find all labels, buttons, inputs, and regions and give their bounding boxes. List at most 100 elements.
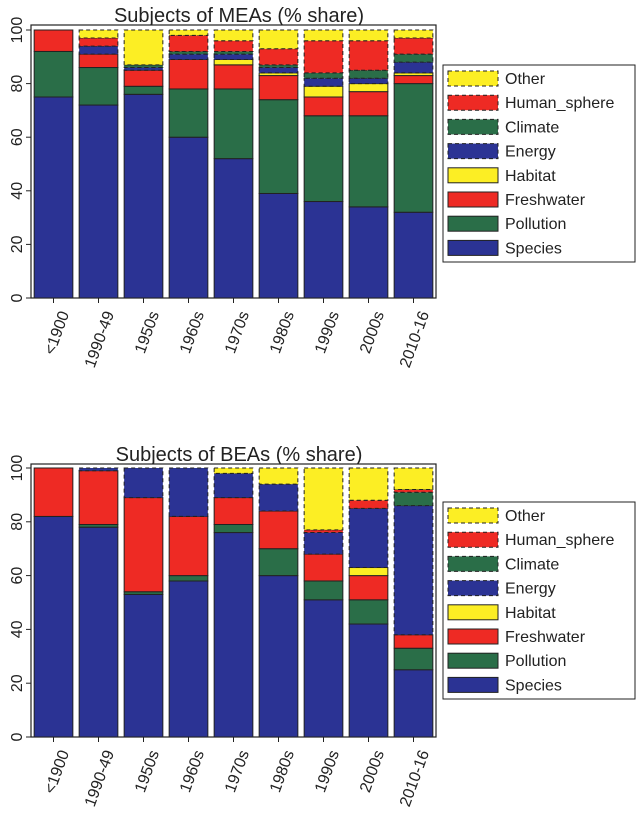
bar-segment-other bbox=[258, 467, 299, 485]
legend-label: Freshwater bbox=[505, 192, 586, 209]
x-tick-label: 1990s bbox=[312, 748, 343, 795]
bar-segment-species bbox=[168, 136, 209, 299]
bar-segment-pollution bbox=[123, 85, 164, 95]
x-tick-label: 1970s bbox=[222, 309, 253, 356]
bar-segment-human-sphere bbox=[393, 37, 434, 55]
bar-segment-other bbox=[78, 29, 119, 39]
bar-segment-freshwater bbox=[78, 470, 119, 525]
x-tick-label: 1950s bbox=[132, 309, 163, 356]
bar-segment-pollution bbox=[393, 647, 434, 671]
bar-segment-pollution bbox=[393, 83, 434, 213]
bar-segment-pollution bbox=[213, 523, 254, 534]
bar-segment-species bbox=[213, 532, 254, 738]
bar-segment-other bbox=[348, 29, 389, 42]
bar-segment-other bbox=[393, 467, 434, 491]
bar-segment-other bbox=[123, 29, 164, 66]
bar-segment-freshwater bbox=[258, 510, 299, 550]
bar-segment-species bbox=[78, 104, 119, 299]
bar-segment-energy bbox=[213, 53, 254, 60]
legend-label: Species bbox=[505, 240, 562, 257]
legend-swatch-habitat bbox=[447, 604, 499, 621]
bar-segment-pollution bbox=[258, 548, 299, 577]
bar-segment-energy bbox=[123, 67, 164, 71]
bar-segment-freshwater bbox=[78, 53, 119, 69]
x-tick-label: 1980s bbox=[267, 309, 298, 356]
bar-segment-freshwater bbox=[33, 29, 74, 52]
y-tick-label: 20 bbox=[9, 674, 26, 692]
legend-swatch-other bbox=[447, 507, 499, 524]
bar-segment-habitat bbox=[213, 58, 254, 66]
bar-segment-human-sphere bbox=[168, 34, 209, 52]
bar-segment-pollution bbox=[303, 580, 344, 601]
bar-segment-human-sphere bbox=[393, 489, 434, 493]
bar-segment-climate bbox=[168, 50, 209, 55]
bar-segment-pollution bbox=[168, 575, 209, 582]
legend-label: Human_sphere bbox=[505, 95, 615, 112]
bar-segment-freshwater bbox=[303, 96, 344, 117]
x-tick-label: <1900 bbox=[42, 748, 73, 796]
legend-swatch-energy bbox=[447, 580, 499, 597]
bar-segment-human-sphere bbox=[303, 529, 344, 534]
bar-segment-freshwater bbox=[348, 91, 389, 117]
bar-segment-habitat bbox=[393, 72, 434, 77]
legend-swatch-species bbox=[447, 676, 499, 693]
bar-segment-pollution bbox=[348, 115, 389, 208]
bar-segment-energy bbox=[123, 467, 164, 499]
legend-label: Climate bbox=[505, 556, 559, 573]
bar-segment-pollution bbox=[348, 599, 389, 625]
legend-label: Other bbox=[505, 508, 546, 525]
bar-segment-species bbox=[213, 158, 254, 299]
legend-label: Habitat bbox=[505, 168, 556, 185]
y-tick-label: 60 bbox=[9, 128, 26, 146]
bar-segment-climate bbox=[393, 53, 434, 63]
bar-segment-energy bbox=[393, 505, 434, 636]
bar-segment-energy bbox=[348, 77, 389, 85]
bar-segment-climate bbox=[123, 64, 164, 69]
mea-chart: Subjects of MEAs (% share) 0 20 40 60 80 100 <1… bbox=[9, 5, 636, 370]
bar-segment-species bbox=[33, 515, 74, 738]
bar-segment-freshwater bbox=[33, 467, 74, 517]
bar-segment-species bbox=[258, 575, 299, 738]
bar-segment-freshwater bbox=[123, 69, 164, 87]
bar-segment-energy bbox=[258, 67, 299, 74]
y-tick-label: 100 bbox=[9, 455, 26, 482]
bar-segment-energy bbox=[303, 77, 344, 87]
chart-title: Subjects of BEAs (% share) bbox=[116, 444, 363, 466]
bar-segment-climate bbox=[303, 72, 344, 79]
bar-segment-species bbox=[123, 93, 164, 299]
x-tick-label: 1980s bbox=[267, 748, 298, 795]
y-tick-label: 0 bbox=[9, 293, 26, 302]
legend-swatch-species bbox=[447, 239, 499, 256]
x-tick-label: 2010-16 bbox=[397, 309, 433, 370]
bar-segment-pollution bbox=[213, 88, 254, 160]
y-tick-label: 20 bbox=[9, 235, 26, 253]
bar-segment-species bbox=[303, 599, 344, 738]
legend-swatch-climate bbox=[447, 118, 499, 135]
y-tick-label: 80 bbox=[9, 513, 26, 531]
y-tick-label: 40 bbox=[9, 182, 26, 200]
y-tick-label: 60 bbox=[9, 567, 26, 585]
bar-segment-species bbox=[33, 96, 74, 299]
bar-segment-species bbox=[393, 669, 434, 738]
legend-swatch-pollution bbox=[447, 215, 499, 232]
bar-segment-energy bbox=[258, 483, 299, 512]
legend-swatch-freshwater bbox=[447, 191, 499, 208]
legend-label: Energy bbox=[505, 144, 556, 161]
bar-segment-energy bbox=[393, 61, 434, 74]
bar-segment-energy bbox=[78, 45, 119, 55]
bar-segment-human-sphere bbox=[348, 499, 389, 509]
bar-segment-energy bbox=[168, 467, 209, 517]
bar-segment-species bbox=[348, 623, 389, 738]
bar-segment-freshwater bbox=[258, 75, 299, 101]
bar-segment-climate bbox=[348, 69, 389, 79]
bar-segment-freshwater bbox=[123, 497, 164, 593]
bar-segment-freshwater bbox=[393, 634, 434, 649]
bar-segment-human-sphere bbox=[78, 37, 119, 47]
bar-segment-species bbox=[348, 206, 389, 299]
bar-segment-species bbox=[78, 526, 119, 738]
bar-segment-other bbox=[393, 29, 434, 39]
bar-segment-freshwater bbox=[348, 575, 389, 601]
legend-label: Habitat bbox=[505, 605, 556, 622]
